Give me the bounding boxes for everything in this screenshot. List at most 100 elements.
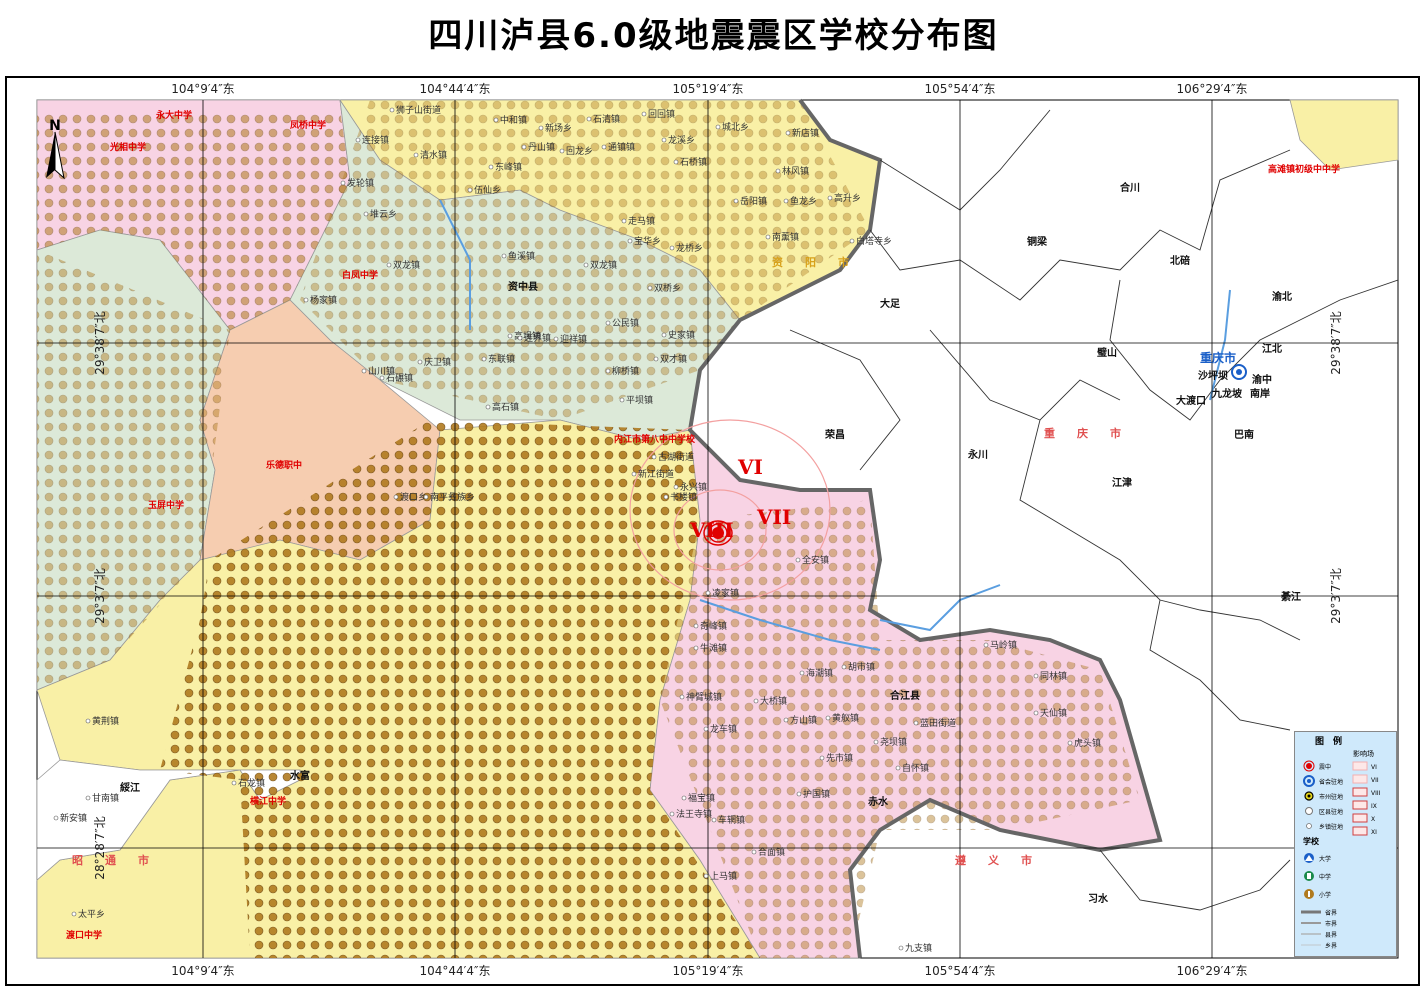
highlighted-schools: 永大中学 光相中学 凤桥中学 白凤中学 乐德职中 玉屏中学 内江市第八中中学校 … xyxy=(66,109,1340,941)
town-marker: 渡口乡 xyxy=(393,491,427,503)
lon-label-bottom-3: 105°19′4″东 xyxy=(672,964,743,978)
town-label: 史家镇 xyxy=(668,329,695,341)
legend: 图 例 影响场 震中 省会驻地 市州驻地 区县驻地 乡镇驻地 VI VII VIII IX X XI… xyxy=(1294,731,1397,957)
town-marker: 永兴镇 xyxy=(673,481,707,493)
town-marker: 宝华乡 xyxy=(627,235,661,247)
town-marker: 石清镇 xyxy=(586,113,620,125)
town-label: 甘南镇 xyxy=(92,792,119,804)
town-marker: 合面镇 xyxy=(751,846,785,858)
legend-intensity-label: X xyxy=(1371,816,1375,823)
town-label: 双龙镇 xyxy=(393,259,420,271)
town-label: 永兴镇 xyxy=(680,481,707,493)
town-label: 同林镇 xyxy=(1040,670,1067,682)
town-marker: 上马镇 xyxy=(703,870,737,882)
town-marker: 龙车镇 xyxy=(703,723,737,735)
town-label: 堆云乡 xyxy=(370,209,397,220)
town-label: 石桥镇 xyxy=(680,156,707,168)
legend-intensity-item: VI xyxy=(1352,761,1377,771)
legend-intensity-item: VIII xyxy=(1352,787,1381,797)
place-hejiang: 合江县 xyxy=(889,689,920,702)
town-marker: 海潮镇 xyxy=(799,667,833,679)
county-lines xyxy=(789,109,1399,911)
legend-school-item: 中学 xyxy=(1304,871,1331,881)
legend-intensity-item: VII xyxy=(1352,774,1379,784)
town-label: 高升乡 xyxy=(834,192,861,204)
legend-boundary-item: 市界 xyxy=(1301,920,1337,928)
town-marker: 同林镇 xyxy=(1033,670,1067,682)
school-yongda: 永大中学 xyxy=(155,109,192,121)
legend-school-label: 大学 xyxy=(1319,855,1331,863)
town-marker: 双桥乡 xyxy=(647,282,681,294)
town-label: 城北乡 xyxy=(722,122,749,133)
town-marker: 自怀镇 xyxy=(895,762,929,774)
town-label: 公民镇 xyxy=(612,317,639,329)
school-yuping: 玉屏中学 xyxy=(148,499,184,511)
town-marker: 南平彝族乡 xyxy=(423,491,475,503)
legend-intensity-label: VIII xyxy=(1371,790,1381,797)
school-clusters xyxy=(37,100,1140,958)
town-marker: 连界镇 xyxy=(517,332,551,344)
town-label: 连界镇 xyxy=(524,332,551,344)
legend-boundary-item: 乡界 xyxy=(1301,943,1337,950)
place-dazu: 大足 xyxy=(880,297,901,310)
legend-school-item: 小学 xyxy=(1304,889,1331,899)
legend-boundary-label: 乡界 xyxy=(1325,943,1337,950)
town-label: 渡口乡 xyxy=(400,491,427,503)
legend-boundary-label: 市界 xyxy=(1325,920,1337,928)
town-marker: 新江街道 xyxy=(631,468,674,480)
town-label: 石碾镇 xyxy=(386,372,413,384)
school-lede: 乐德职中 xyxy=(266,459,302,471)
town-marker: 迎祥镇 xyxy=(553,333,587,345)
lon-label-4: 105°54′4″东 xyxy=(924,82,995,96)
town-label: 连接镇 xyxy=(362,134,389,146)
place-jiangjin: 江津 xyxy=(1112,476,1132,489)
town-marker: 方山镇 xyxy=(783,714,817,726)
town-marker: 石碾镇 xyxy=(379,372,413,384)
town-marker: 凌家镇 xyxy=(705,587,739,599)
rivers xyxy=(439,199,1231,651)
town-label: 杨家镇 xyxy=(310,294,337,306)
place-banan: 巴南 xyxy=(1234,428,1254,441)
town-label: 庆卫镇 xyxy=(424,356,451,368)
legend-intensity-label: XI xyxy=(1371,829,1377,836)
town-marker: 天仙镇 xyxy=(1033,707,1067,719)
town-label: 书楼镇 xyxy=(670,491,697,503)
town-label: 迎祥镇 xyxy=(560,333,587,345)
town-label: 通镇镇 xyxy=(608,141,635,153)
legend-intensity-item: XI xyxy=(1352,826,1377,836)
school-hengjiang: 横江中学 xyxy=(250,795,286,807)
region-label-chongqing: 重庆市 xyxy=(1044,426,1143,440)
school-cluster-3 xyxy=(160,420,760,958)
place-zizhong: 资中县 xyxy=(508,280,538,293)
town-marker: 新安镇 xyxy=(53,812,87,824)
region-label-ziyang: 资阳市 xyxy=(772,255,871,269)
town-marker: 龙桥乡 xyxy=(669,242,703,254)
town-label: 回回镇 xyxy=(648,108,675,120)
legend-boundary-item: 省界 xyxy=(1301,909,1337,917)
place-rongchang: 荣昌 xyxy=(824,428,845,441)
town-label: 狮子山街道 xyxy=(396,104,441,116)
town-marker: 虎头镇 xyxy=(1067,737,1101,749)
town-label: 车辋镇 xyxy=(718,814,745,826)
town-marker: 鱼龙乡 xyxy=(783,195,817,207)
intensity-rings xyxy=(629,419,831,601)
town-marker: 伍仙乡 xyxy=(467,184,501,196)
town-label: 南薰镇 xyxy=(772,231,799,243)
town-marker: 狮子山街道 xyxy=(389,104,441,116)
town-label: 神臂城镇 xyxy=(686,691,722,703)
town-label: 鱼溪镇 xyxy=(508,250,535,262)
town-label: 东峰镇 xyxy=(495,161,522,173)
town-label: 奇峰镇 xyxy=(700,620,727,632)
north-label: N xyxy=(49,118,61,134)
town-marker: 东峰镇 xyxy=(488,161,522,173)
north-arrow-icon: N xyxy=(46,118,65,180)
town-label: 白塔寺乡 xyxy=(856,235,892,247)
lon-label-bottom-1: 104°9′4″东 xyxy=(171,964,234,978)
town-label: 九支镇 xyxy=(905,942,932,954)
capital-icon xyxy=(1231,364,1247,380)
town-marker: 走马镇 xyxy=(621,215,655,227)
town-label: 中和镇 xyxy=(500,114,527,126)
